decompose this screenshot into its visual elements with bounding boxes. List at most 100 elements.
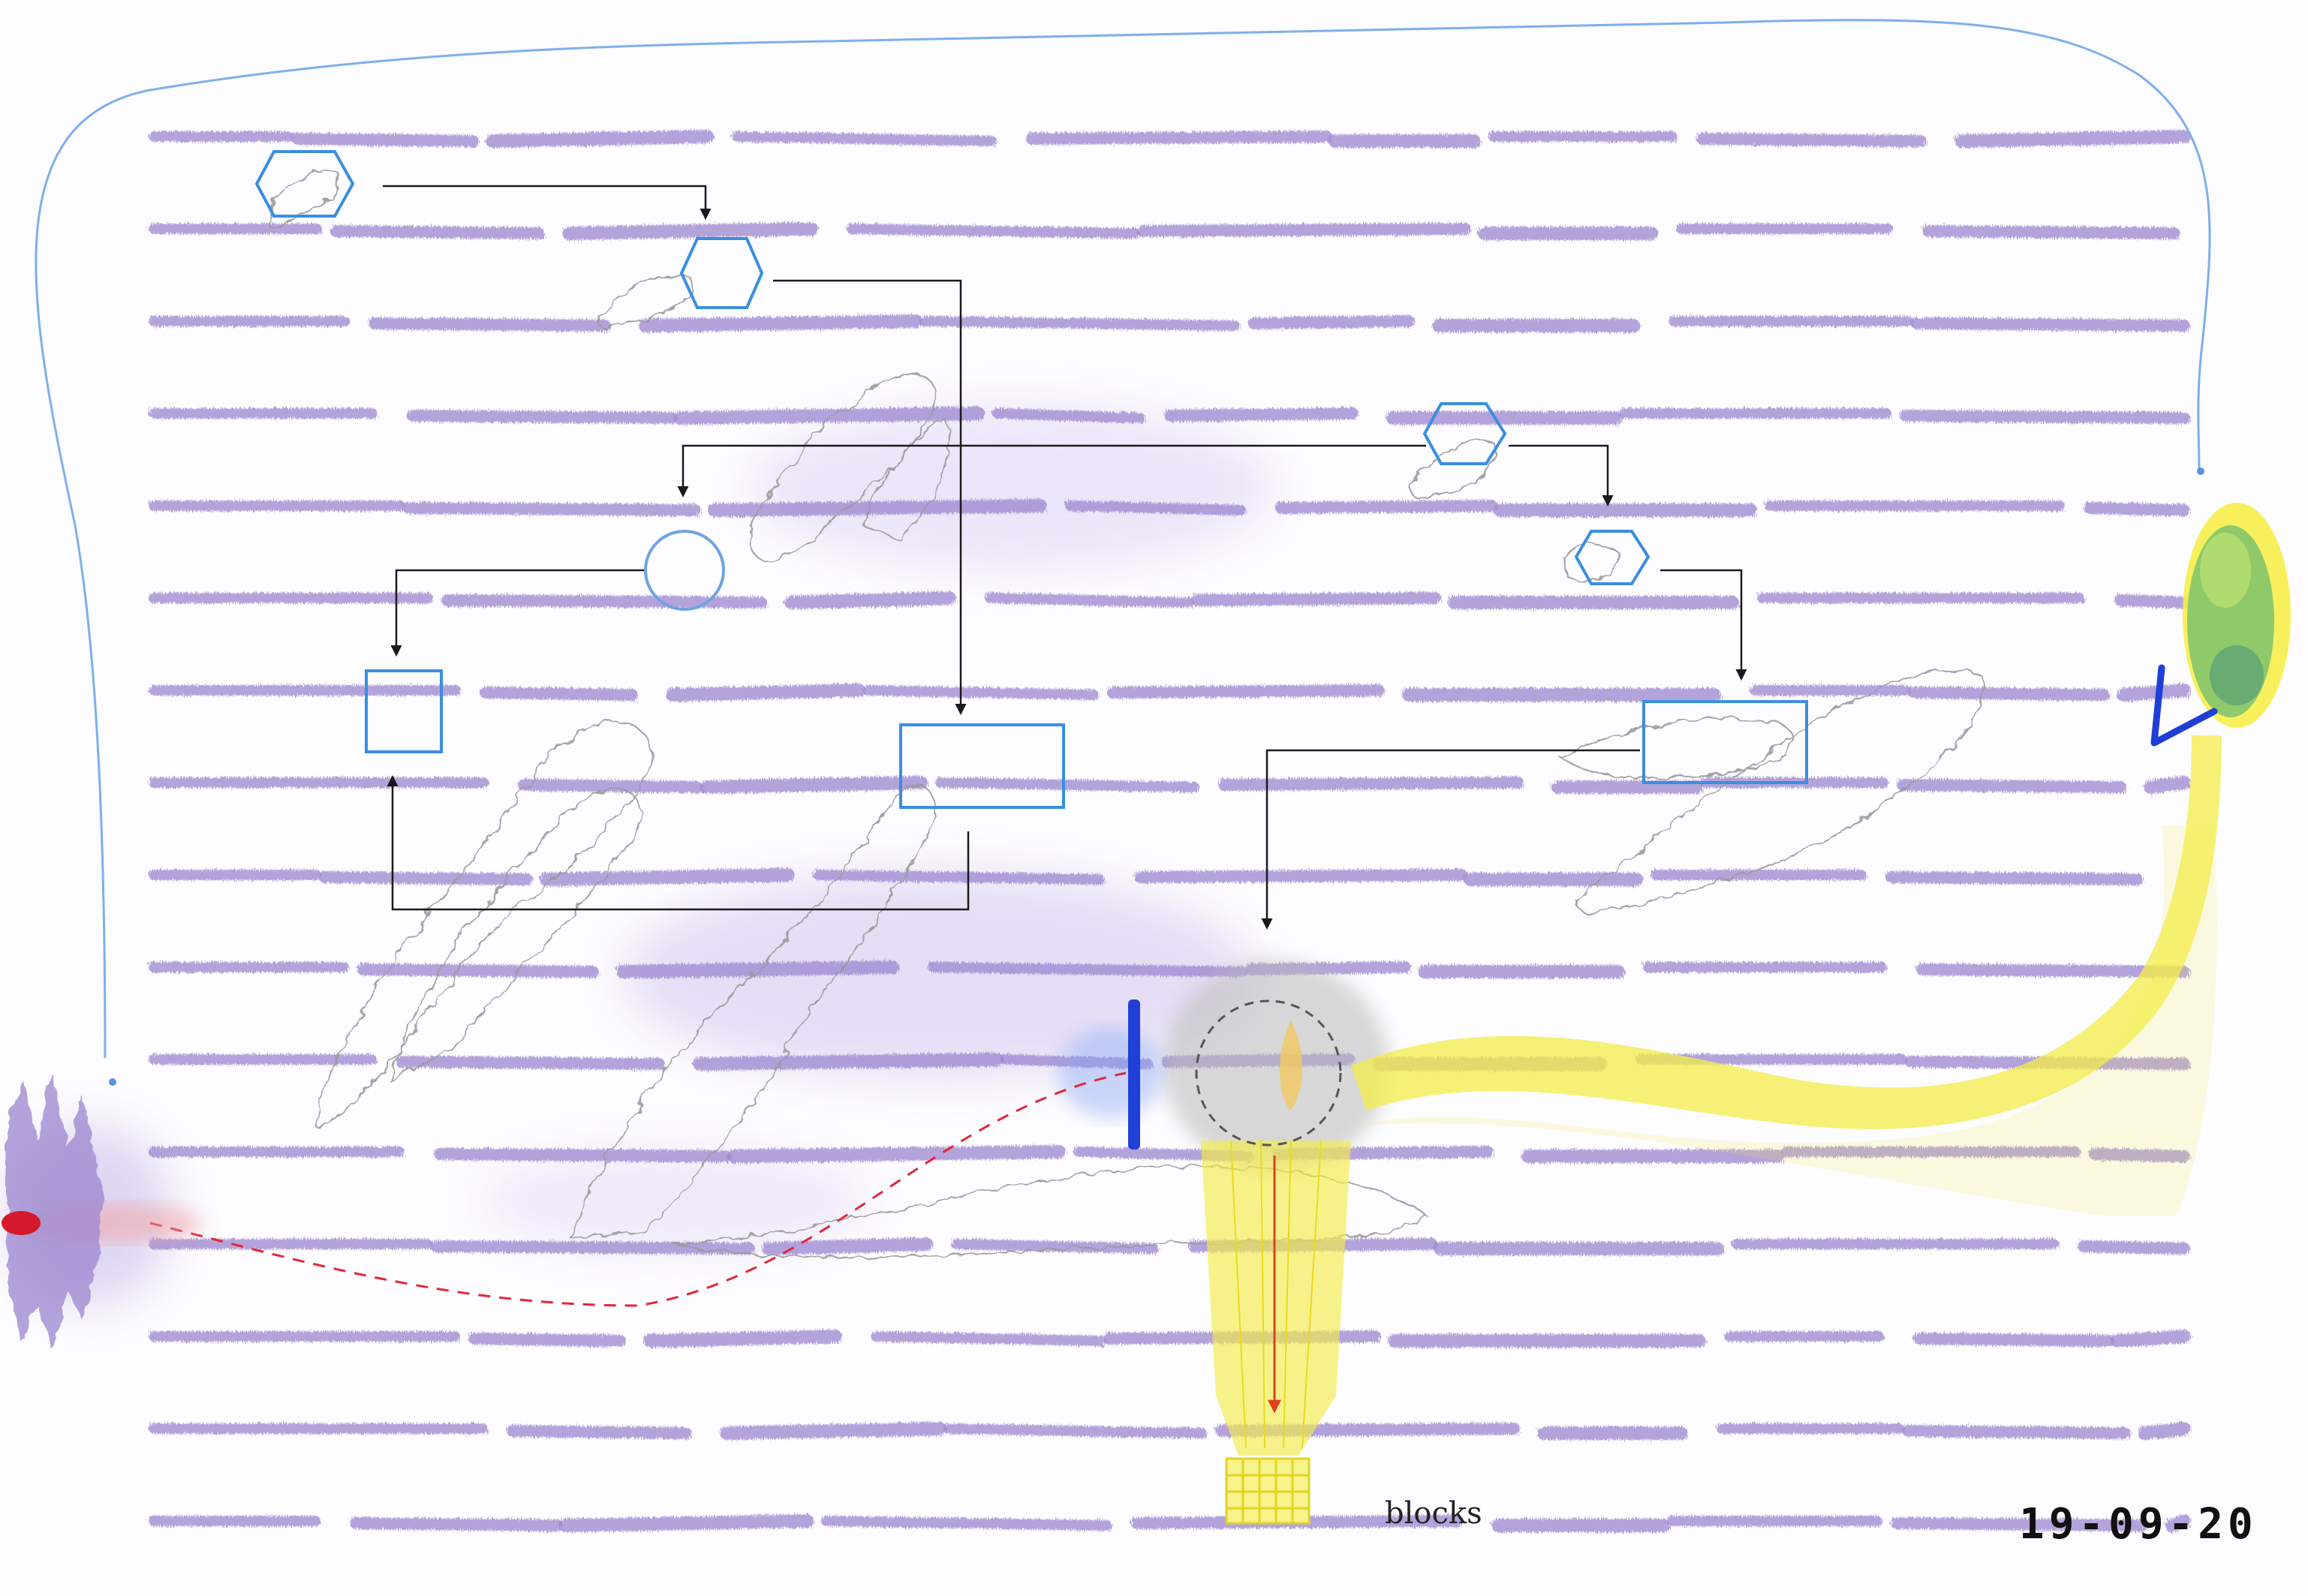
staff-line-segment [518,779,704,793]
staff-line-segment [666,684,865,702]
date-stamp: 19-09-20 [2019,1500,2258,1549]
staff-line-segment [1218,777,1524,791]
connector-rect-center-square [387,775,970,911]
staff-line-segment [1137,223,1471,237]
red-dashed-path [149,1072,1127,1307]
staff-line-segment [2078,1240,2190,1255]
staff-line-segment [862,685,1099,700]
staff-line-segment [434,1148,731,1162]
blue-check-mark [2150,664,2218,747]
staff-line-segment [951,1239,1159,1254]
boundary-dot-left [109,1078,116,1086]
staff-line-segment [480,687,638,701]
staff-line-segment [1891,1517,2147,1531]
staff-line-segment [762,1237,933,1255]
rect-node-center [899,723,1065,809]
staff-line-segment [1911,317,2190,332]
staff-line-segment [673,407,985,425]
staff-line-segment [992,408,1145,423]
staff-line-segment [403,502,701,516]
staff-line-segment [350,1517,563,1531]
boundary-dot-right [2197,467,2204,475]
staff-line-segment [1696,133,1927,147]
staff-line-segment [847,224,1139,239]
staff-line-segment [407,410,677,424]
staff-line-segment [2138,1422,2191,1440]
staff-line-segment [616,960,899,978]
staff-line-segment [784,591,956,609]
yellow-stream [1351,735,2222,1216]
staff-line-segment [369,317,611,332]
yellow-funnel [1201,1140,1351,1456]
staff-line-segment [2165,1514,2191,1532]
staff-line-segment [813,870,1105,885]
staff-line-segment [1065,500,1246,515]
outer-boundary-curve [35,19,2211,1059]
staff-line-segment [727,1145,1066,1163]
staff-line-segment [732,131,997,146]
staff-line-segment [985,593,1193,608]
staff-line-segment [693,1053,1004,1071]
hexagon-node-1 [254,150,355,218]
staff-line-segment [708,499,1047,517]
square-node [365,669,443,753]
staff-line-segment [643,1330,842,1348]
staff-line-segment [2084,502,2190,516]
pencil-scribbles [266,170,1985,1258]
connector-hex4-rect-right [1660,569,1747,681]
staff-line-segment [943,1423,1207,1438]
yellow-grid [1225,1457,1310,1525]
staff-line-segment [396,1056,665,1070]
staff-line-segment [357,963,599,978]
staff-line-segment [1026,131,1332,145]
connector-circle-square [390,569,644,657]
staff-line-segment [330,225,545,239]
staff-line-segment [2111,1330,2191,1348]
staff-line-segment [468,1333,626,1347]
staff-line-segment [2114,594,2190,609]
staff-line-segment [1922,225,2180,239]
staff-line-segment [2117,684,2191,702]
staff-line-segment [1902,1425,2131,1439]
staff-line-segment [507,1425,692,1439]
staff-line-segment [1107,684,1385,699]
staff-line-segment [821,1516,1112,1531]
staff-line-segment [871,1331,1106,1346]
staff-line-segment [1885,871,2143,885]
hexagon-node-4 [1574,530,1651,585]
staff-line-segment [1134,869,1467,883]
staff-line-segment [430,1240,755,1255]
rect-node-right [1642,700,1808,784]
green-blob [2183,503,2291,728]
connector-hex3-hex4 [1509,444,1614,506]
circle-node [644,530,725,611]
staff-line-segment [919,316,1240,331]
staff-line-segment [319,871,533,885]
left-spike-mark [2,1073,203,1351]
staff-line-segment [486,130,714,148]
staff-line-segment [1908,687,2110,701]
staff-line-segment [928,962,1247,977]
staff-line-segment [700,776,928,794]
caption-blocks: blocks [1385,1496,1482,1531]
staff-line-segment [1164,407,1359,422]
staff-line-segment [562,222,818,240]
staff-line-segment [1897,779,2126,793]
staff-line-segment [559,1514,814,1532]
connector-hex3-circle [677,444,1426,497]
central-dashed-circle [1195,999,1342,1147]
connector-hex1-hex2 [383,185,712,220]
staff-lines [149,130,2191,1532]
staff-line-segment [2144,776,2191,794]
staff-line-segment [639,314,922,332]
staff-line-segment [1954,130,2191,148]
staff-line-segment [1916,963,2190,978]
graphite-smudge [1163,960,1389,1171]
staff-line-segment [540,868,795,886]
staff-line-segment [1275,500,1497,514]
staff-line-segment [720,1422,946,1440]
staff-line-segment [935,777,1199,792]
flame-mark [1280,1020,1302,1111]
